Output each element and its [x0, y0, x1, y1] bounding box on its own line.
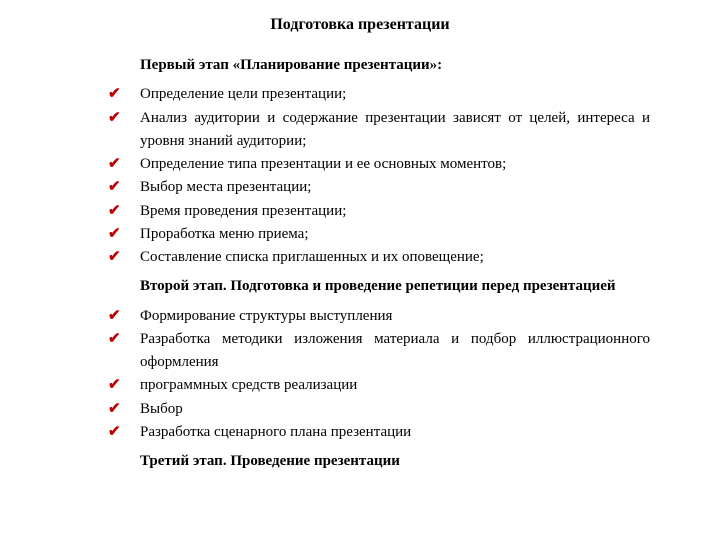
- check-icon: ✔: [108, 246, 121, 269]
- list-item: ✔ Выбор: [70, 398, 650, 421]
- list-item-text: Определение типа презентации и ее основн…: [140, 156, 506, 172]
- list-item-text: Определение цели презентации;: [140, 86, 346, 102]
- list-item: ✔ Формирование структуры выступления: [70, 305, 650, 328]
- list-item: ✔ Выбор места презентации;: [70, 176, 650, 199]
- check-icon: ✔: [108, 83, 121, 106]
- list-item: ✔ Проработка меню приема;: [70, 223, 650, 246]
- check-icon: ✔: [108, 328, 121, 351]
- list-item-text: Разработка методики изложения материала …: [140, 331, 650, 370]
- list-item-text: программных средств реализации: [140, 377, 357, 393]
- list-item: ✔ Разработка сценарного плана презентации: [70, 421, 650, 444]
- stage1-list: ✔ Определение цели презентации; ✔ Анализ а…: [70, 83, 650, 269]
- check-icon: ✔: [108, 421, 121, 444]
- list-item-text: Время проведения презентации;: [140, 203, 346, 219]
- check-icon: ✔: [108, 374, 121, 397]
- check-icon: ✔: [108, 305, 121, 328]
- page-title: Подготовка презентации: [70, 16, 650, 34]
- list-item-text: Анализ аудитории и содержание презентаци…: [140, 110, 650, 149]
- list-item-text: Формирование структуры выступления: [140, 308, 392, 324]
- list-item-text: Выбор места презентации;: [140, 179, 311, 195]
- check-icon: ✔: [108, 398, 121, 421]
- check-icon: ✔: [108, 200, 121, 223]
- list-item: ✔ Анализ аудитории и содержание презентац…: [70, 107, 650, 154]
- list-item-text: Выбор: [140, 401, 183, 417]
- list-item: ✔ Составление списка приглашенных и их оп…: [70, 246, 650, 269]
- list-item: ✔ Время проведения презентации;: [70, 200, 650, 223]
- list-item: ✔ Определение типа презентации и ее основ…: [70, 153, 650, 176]
- check-icon: ✔: [108, 223, 121, 246]
- check-icon: ✔: [108, 107, 121, 130]
- list-item: ✔ Разработка методики изложения материала…: [70, 328, 650, 375]
- list-item-text: Проработка меню приема;: [140, 226, 309, 242]
- stage3-heading: Третий этап. Проведение презентации: [70, 450, 650, 473]
- stage2-heading: Второй этап. Подготовка и проведение реп…: [70, 275, 650, 298]
- list-item-text: Составление списка приглашенных и их опо…: [140, 249, 484, 265]
- list-item: ✔ программных средств реализации: [70, 374, 650, 397]
- list-item: ✔ Определение цели презентации;: [70, 83, 650, 106]
- check-icon: ✔: [108, 153, 121, 176]
- document-page: Подготовка презентации Первый этап «План…: [0, 0, 720, 473]
- list-item-text: Разработка сценарного плана презентации: [140, 424, 411, 440]
- stage1-heading: Первый этап «Планирование презентации»:: [70, 54, 650, 77]
- stage2-list: ✔ Формирование структуры выступления ✔ Раз…: [70, 305, 650, 445]
- check-icon: ✔: [108, 176, 121, 199]
